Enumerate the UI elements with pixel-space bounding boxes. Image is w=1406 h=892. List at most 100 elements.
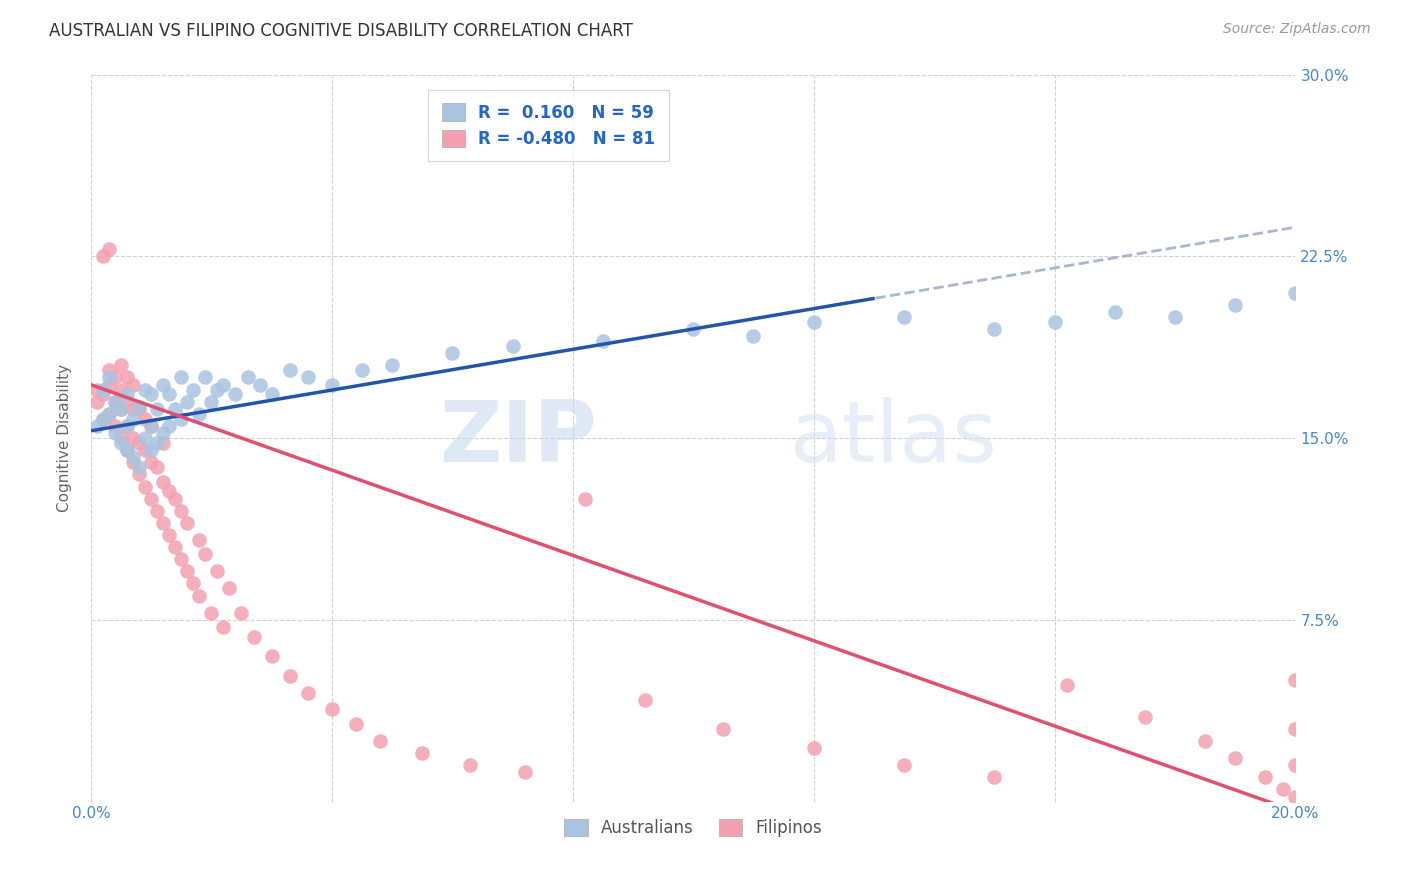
Point [146, 436, 169, 450]
Point [513, 765, 536, 780]
Point [134, 479, 156, 493]
Point [134, 443, 156, 458]
Point [86, 394, 108, 409]
Point [634, 693, 657, 707]
Point [115, 418, 138, 433]
Point [157, 484, 180, 499]
Point [134, 431, 156, 445]
Point [260, 387, 283, 401]
Point [141, 418, 163, 433]
Point [176, 565, 198, 579]
Point [1272, 782, 1295, 797]
Point [141, 491, 163, 506]
Point [242, 630, 264, 644]
Point [176, 394, 198, 409]
Point [1284, 758, 1306, 772]
Point [98, 370, 121, 384]
Point [1284, 673, 1306, 688]
Point [141, 455, 163, 469]
Point [212, 620, 235, 634]
Point [260, 649, 283, 664]
Point [170, 411, 193, 425]
Point [188, 533, 211, 547]
Point [104, 418, 127, 433]
Point [1056, 678, 1078, 692]
Point [711, 722, 734, 736]
Y-axis label: Cognitive Disability: Cognitive Disability [58, 364, 72, 512]
Point [344, 717, 367, 731]
Point [176, 516, 198, 530]
Point [141, 418, 163, 433]
Point [218, 582, 240, 596]
Point [170, 370, 193, 384]
Point [115, 370, 138, 384]
Point [231, 606, 253, 620]
Point [165, 540, 187, 554]
Point [212, 377, 235, 392]
Point [141, 387, 163, 401]
Point [682, 322, 704, 336]
Point [152, 516, 174, 530]
Point [110, 401, 132, 416]
Point [1254, 770, 1277, 784]
Point [104, 426, 127, 441]
Point [110, 436, 132, 450]
Point [893, 758, 915, 772]
Text: AUSTRALIAN VS FILIPINO COGNITIVE DISABILITY CORRELATION CHART: AUSTRALIAN VS FILIPINO COGNITIVE DISABIL… [49, 22, 633, 40]
Point [122, 401, 145, 416]
Text: atlas: atlas [790, 397, 997, 480]
Point [98, 407, 121, 421]
Point [122, 450, 145, 465]
Point [321, 377, 343, 392]
Point [170, 552, 193, 566]
Point [983, 322, 1005, 336]
Point [188, 589, 211, 603]
Point [98, 363, 121, 377]
Point [157, 528, 180, 542]
Point [110, 431, 132, 445]
Point [1225, 298, 1247, 312]
Point [128, 401, 150, 416]
Point [1225, 751, 1247, 765]
Point [181, 576, 204, 591]
Point [91, 387, 114, 401]
Point [128, 400, 150, 414]
Point [146, 504, 169, 518]
Point [803, 741, 825, 756]
Point [249, 377, 271, 392]
Point [411, 746, 433, 760]
Point [122, 411, 145, 425]
Point [165, 401, 187, 416]
Point [91, 383, 114, 397]
Point [98, 377, 121, 392]
Point [104, 394, 127, 409]
Point [1133, 710, 1156, 724]
Point [181, 383, 204, 397]
Point [1284, 789, 1306, 804]
Point [983, 770, 1005, 784]
Point [91, 411, 114, 425]
Point [115, 394, 138, 409]
Point [110, 401, 132, 416]
Point [297, 685, 319, 699]
Text: Source: ZipAtlas.com: Source: ZipAtlas.com [1223, 22, 1371, 37]
Point [115, 443, 138, 458]
Point [278, 668, 301, 682]
Point [368, 734, 391, 748]
Point [188, 407, 211, 421]
Point [86, 383, 108, 397]
Point [381, 359, 404, 373]
Point [110, 359, 132, 373]
Point [115, 418, 138, 433]
Point [157, 387, 180, 401]
Point [200, 394, 222, 409]
Point [128, 460, 150, 475]
Point [170, 504, 193, 518]
Point [1164, 310, 1187, 324]
Point [134, 411, 156, 425]
Point [207, 383, 229, 397]
Point [1043, 315, 1066, 329]
Point [742, 329, 765, 343]
Point [115, 443, 138, 458]
Point [194, 370, 217, 384]
